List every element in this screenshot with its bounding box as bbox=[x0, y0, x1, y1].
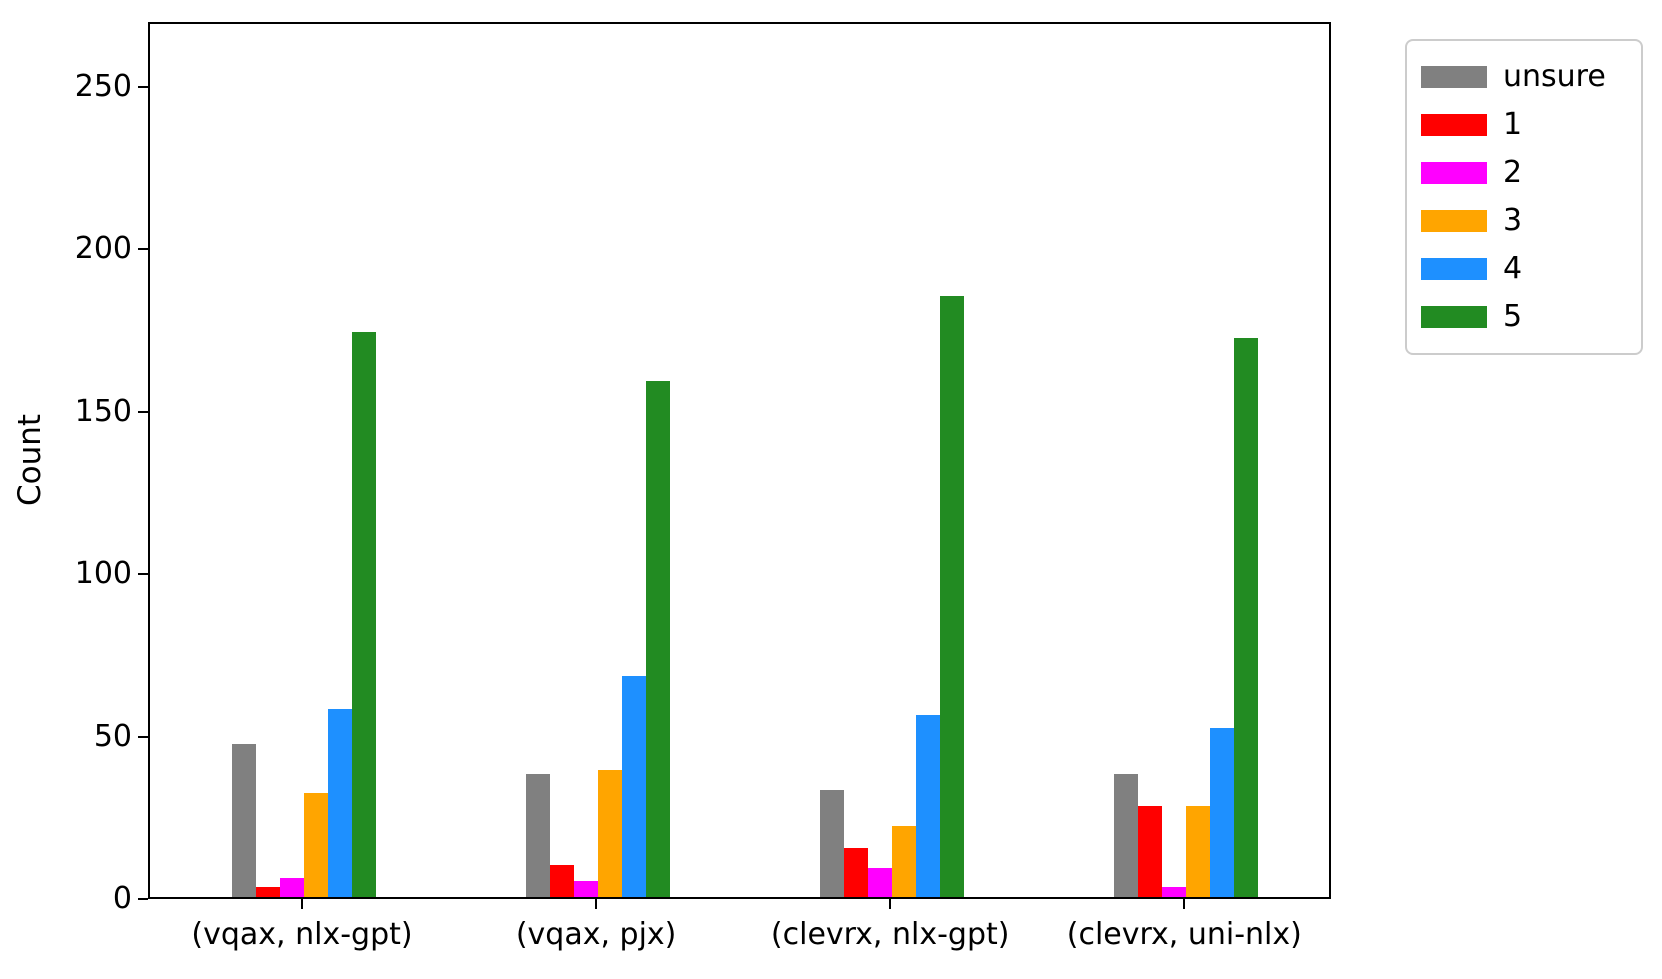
y-axis-tick-label: 200 bbox=[74, 231, 132, 267]
legend-swatch-1 bbox=[1421, 114, 1487, 136]
legend-swatch-2 bbox=[1421, 162, 1487, 184]
x-axis-tick bbox=[301, 899, 304, 909]
legend-item-3: 3 bbox=[1421, 197, 1627, 245]
y-axis-tick bbox=[138, 573, 148, 576]
bar-5-group3 bbox=[940, 296, 965, 897]
legend-label: 1 bbox=[1503, 107, 1523, 142]
legend-item-2: 2 bbox=[1421, 149, 1627, 197]
plot-area bbox=[148, 22, 1331, 899]
bar-2-group4 bbox=[1162, 887, 1187, 897]
y-axis-tick bbox=[138, 85, 148, 88]
bar-4-group1 bbox=[328, 708, 353, 897]
legend: unsure 1 2 3 4 5 bbox=[1405, 39, 1643, 355]
x-axis-tick bbox=[889, 899, 892, 909]
legend-swatch-5 bbox=[1421, 306, 1487, 328]
legend-label: 2 bbox=[1503, 155, 1523, 190]
bar-1-group1 bbox=[256, 887, 281, 897]
bar-5-group2 bbox=[646, 380, 671, 897]
bar-2-group3 bbox=[868, 867, 893, 897]
y-axis-tick-label: 100 bbox=[74, 556, 132, 592]
legend-label: 3 bbox=[1503, 203, 1523, 238]
x-axis-tick-label: (clevrx, uni-nlx) bbox=[1066, 917, 1302, 952]
legend-label: 5 bbox=[1503, 299, 1523, 334]
bar-unsure-group4 bbox=[1114, 773, 1139, 897]
legend-label: 4 bbox=[1503, 251, 1523, 286]
bar-5-group1 bbox=[352, 331, 377, 897]
y-axis-tick-label: 0 bbox=[112, 881, 132, 916]
legend-item-1: 1 bbox=[1421, 101, 1627, 149]
legend-swatch-unsure bbox=[1421, 66, 1487, 88]
bar-5-group4 bbox=[1234, 338, 1259, 897]
bar-1-group2 bbox=[550, 864, 575, 897]
legend-label: unsure bbox=[1503, 59, 1606, 94]
bar-3-group2 bbox=[598, 770, 623, 897]
x-axis-tick-label: (clevrx, nlx-gpt) bbox=[770, 917, 1010, 952]
legend-swatch-4 bbox=[1421, 258, 1487, 280]
legend-item-5: 5 bbox=[1421, 293, 1627, 341]
bar-unsure-group1 bbox=[232, 744, 257, 897]
legend-swatch-3 bbox=[1421, 210, 1487, 232]
y-axis-tick bbox=[138, 248, 148, 251]
y-axis-tick bbox=[138, 410, 148, 413]
bar-4-group2 bbox=[622, 676, 647, 897]
bar-unsure-group2 bbox=[526, 773, 551, 897]
bar-1-group3 bbox=[844, 848, 869, 897]
bar-3-group4 bbox=[1186, 806, 1211, 897]
bar-3-group1 bbox=[304, 793, 329, 897]
x-axis-tick bbox=[595, 899, 598, 909]
bar-2-group2 bbox=[574, 880, 599, 897]
x-axis-tick-label: (vqax, nlx-gpt) bbox=[191, 917, 413, 952]
y-axis-tick bbox=[138, 735, 148, 738]
legend-item-unsure: unsure bbox=[1421, 53, 1627, 101]
y-axis-tick-label: 250 bbox=[74, 68, 132, 104]
bar-3-group3 bbox=[892, 825, 917, 897]
legend-item-4: 4 bbox=[1421, 245, 1627, 293]
y-axis-tick-label: 50 bbox=[93, 718, 132, 754]
bar-4-group3 bbox=[916, 715, 941, 897]
bar-4-group4 bbox=[1210, 728, 1235, 897]
y-axis-tick bbox=[138, 898, 148, 900]
x-axis-tick bbox=[1183, 899, 1186, 909]
x-axis-tick-label: (vqax, pjx) bbox=[515, 917, 677, 952]
bar-1-group4 bbox=[1138, 806, 1163, 897]
bar-unsure-group3 bbox=[820, 789, 845, 897]
y-axis-tick-label: 150 bbox=[74, 393, 132, 429]
bar-2-group1 bbox=[280, 877, 305, 897]
